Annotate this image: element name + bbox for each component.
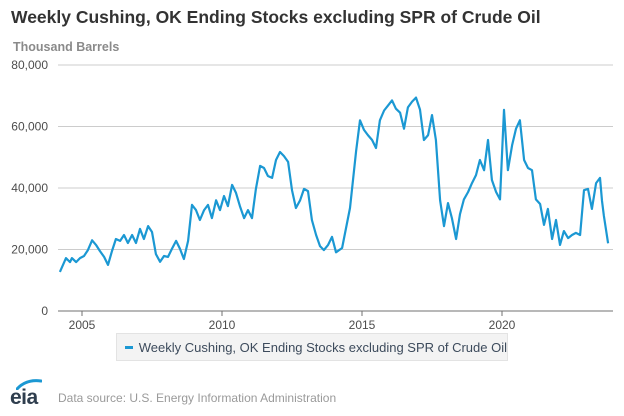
legend[interactable]: Weekly Cushing, OK Ending Stocks excludi… bbox=[116, 333, 508, 361]
gridlines bbox=[58, 64, 613, 250]
eia-logo-text: eia bbox=[10, 386, 38, 409]
x-tick-label: 2015 bbox=[349, 318, 376, 330]
chart-title: Weekly Cushing, OK Ending Stocks excludi… bbox=[11, 7, 541, 27]
x-tick-label: 2020 bbox=[489, 318, 516, 330]
y-tick-label: 20,000 bbox=[11, 243, 48, 257]
series-group bbox=[58, 96, 610, 273]
legend-swatch bbox=[125, 345, 133, 349]
y-axis-units-label: Thousand Barrels bbox=[13, 40, 120, 54]
data-source-note: Data source: U.S. Energy Information Adm… bbox=[58, 391, 337, 405]
series-line-cushing-stocks[interactable] bbox=[58, 96, 610, 273]
x-tick-label: 2005 bbox=[69, 318, 96, 330]
legend-label: Weekly Cushing, OK Ending Stocks excludi… bbox=[138, 339, 507, 355]
x-tick-label: 2010 bbox=[209, 318, 236, 330]
y-tick-label: 60,000 bbox=[11, 120, 48, 134]
y-tick-label: 80,000 bbox=[11, 58, 48, 72]
footer: eia Data source: U.S. Energy Information… bbox=[10, 379, 337, 409]
y-axis-tick-labels: 0 20,000 40,000 60,000 80,000 bbox=[11, 58, 48, 318]
y-tick-label: 40,000 bbox=[11, 181, 48, 195]
y-tick-label: 0 bbox=[41, 304, 48, 318]
eia-logo[interactable]: eia bbox=[10, 379, 44, 409]
x-axis: 2005 2010 2015 2020 bbox=[58, 310, 613, 330]
eia-logo-arc-icon bbox=[16, 379, 42, 390]
